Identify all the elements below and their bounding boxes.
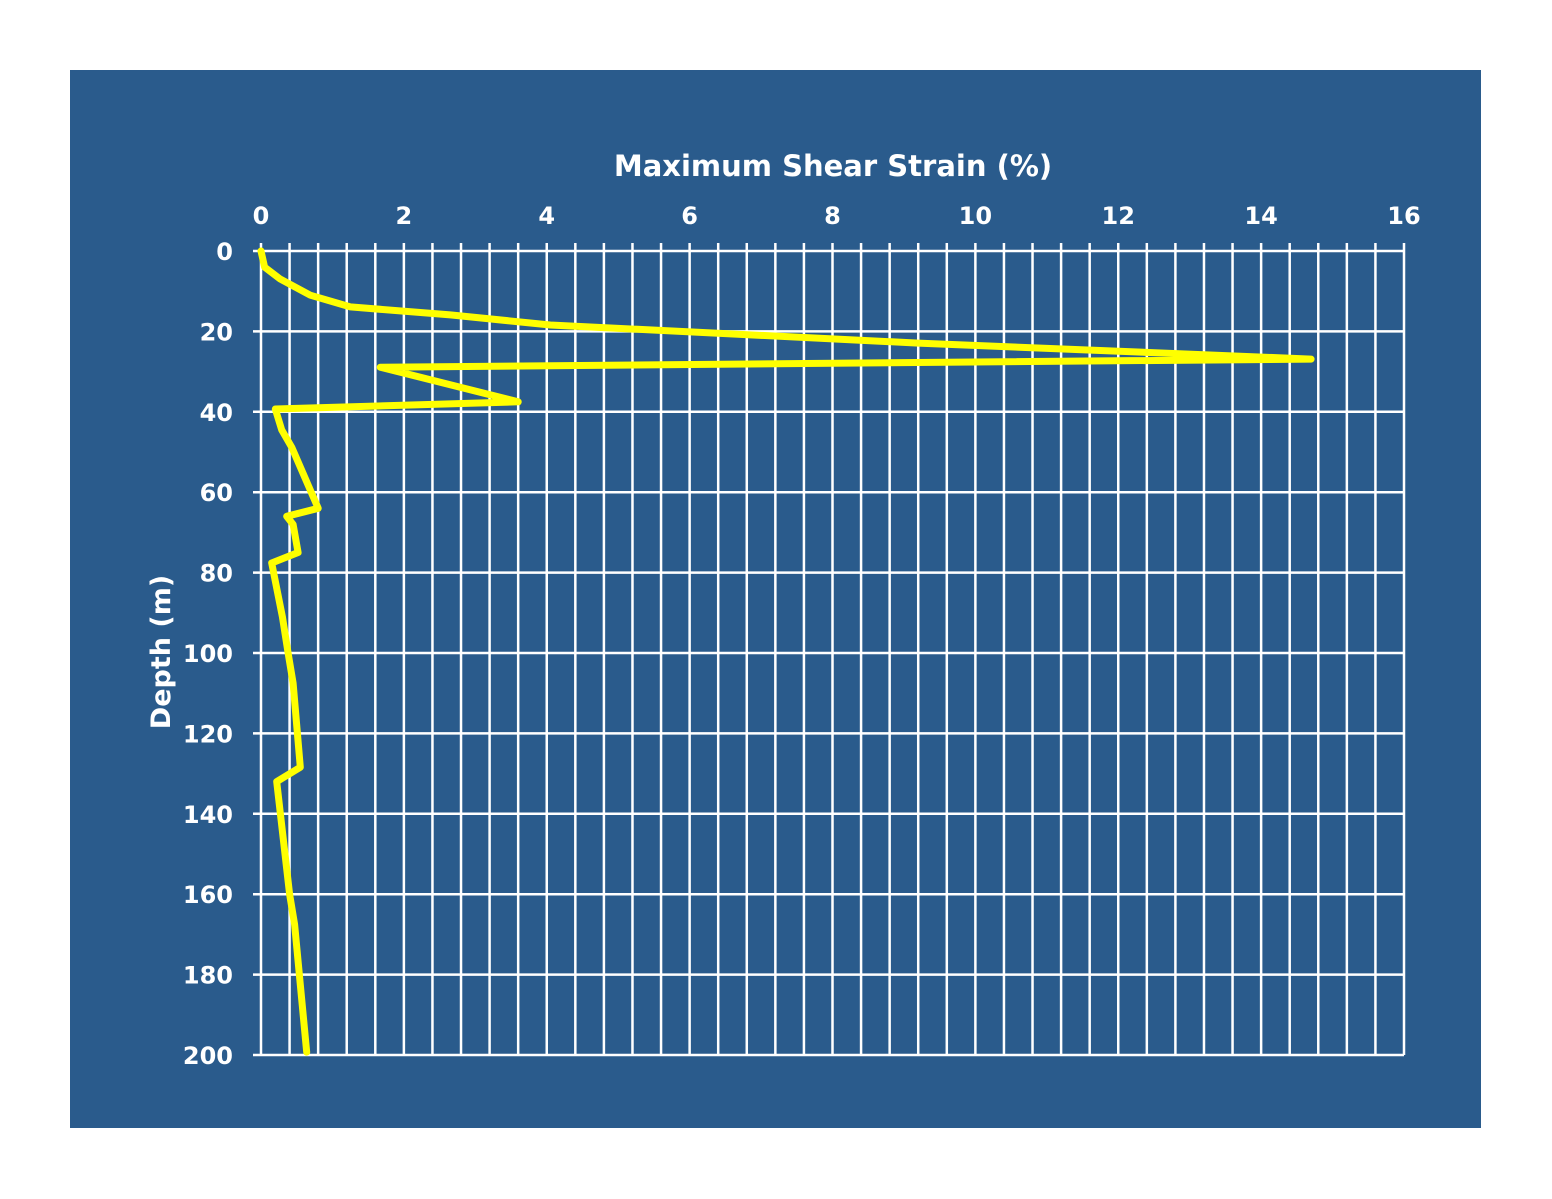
x-tick-label: 2 — [396, 202, 413, 230]
y-tick-label: 180 — [183, 962, 233, 990]
x-tick-label: 14 — [1244, 202, 1277, 230]
x-tick-label: 12 — [1102, 202, 1135, 230]
x-tick-label: 4 — [538, 202, 555, 230]
x-tick-labels: 0 2 4 6 8 10 12 14 16 — [253, 202, 1421, 230]
y-tick-labels: 0 20 40 60 80 100 120 140 160 180 200 — [183, 238, 233, 1070]
y-tick-label: 200 — [183, 1042, 233, 1070]
grid — [253, 243, 1406, 1057]
y-tick-label: 120 — [183, 720, 233, 748]
y-tick-label: 20 — [200, 318, 233, 346]
x-tick-label: 6 — [681, 202, 698, 230]
y-tick-label: 100 — [183, 640, 233, 668]
y-tick-label: 160 — [183, 881, 233, 909]
chart-panel: Maximum Shear Strain (%) Depth (m) 0 2 4 6 8… — [70, 70, 1481, 1128]
x-tick-label: 16 — [1387, 202, 1420, 230]
y-tick-label: 60 — [200, 479, 233, 507]
y-tick-label: 80 — [200, 560, 233, 588]
y-tick-label: 40 — [200, 399, 233, 427]
y-tick-label: 0 — [216, 238, 233, 266]
x-tick-label: 10 — [959, 202, 992, 230]
x-tick-label: 8 — [824, 202, 841, 230]
series-layer — [257, 247, 1315, 1056]
chart-title: Maximum Shear Strain (%) — [614, 149, 1052, 183]
x-tick-label: 0 — [253, 202, 270, 230]
y-axis-label: Depth (m) — [146, 575, 177, 729]
shear-strain-chart: Maximum Shear Strain (%) Depth (m) 0 2 4 6 8… — [146, 149, 1421, 1070]
y-tick-label: 140 — [183, 801, 233, 829]
strain-series-line — [257, 247, 1315, 1056]
